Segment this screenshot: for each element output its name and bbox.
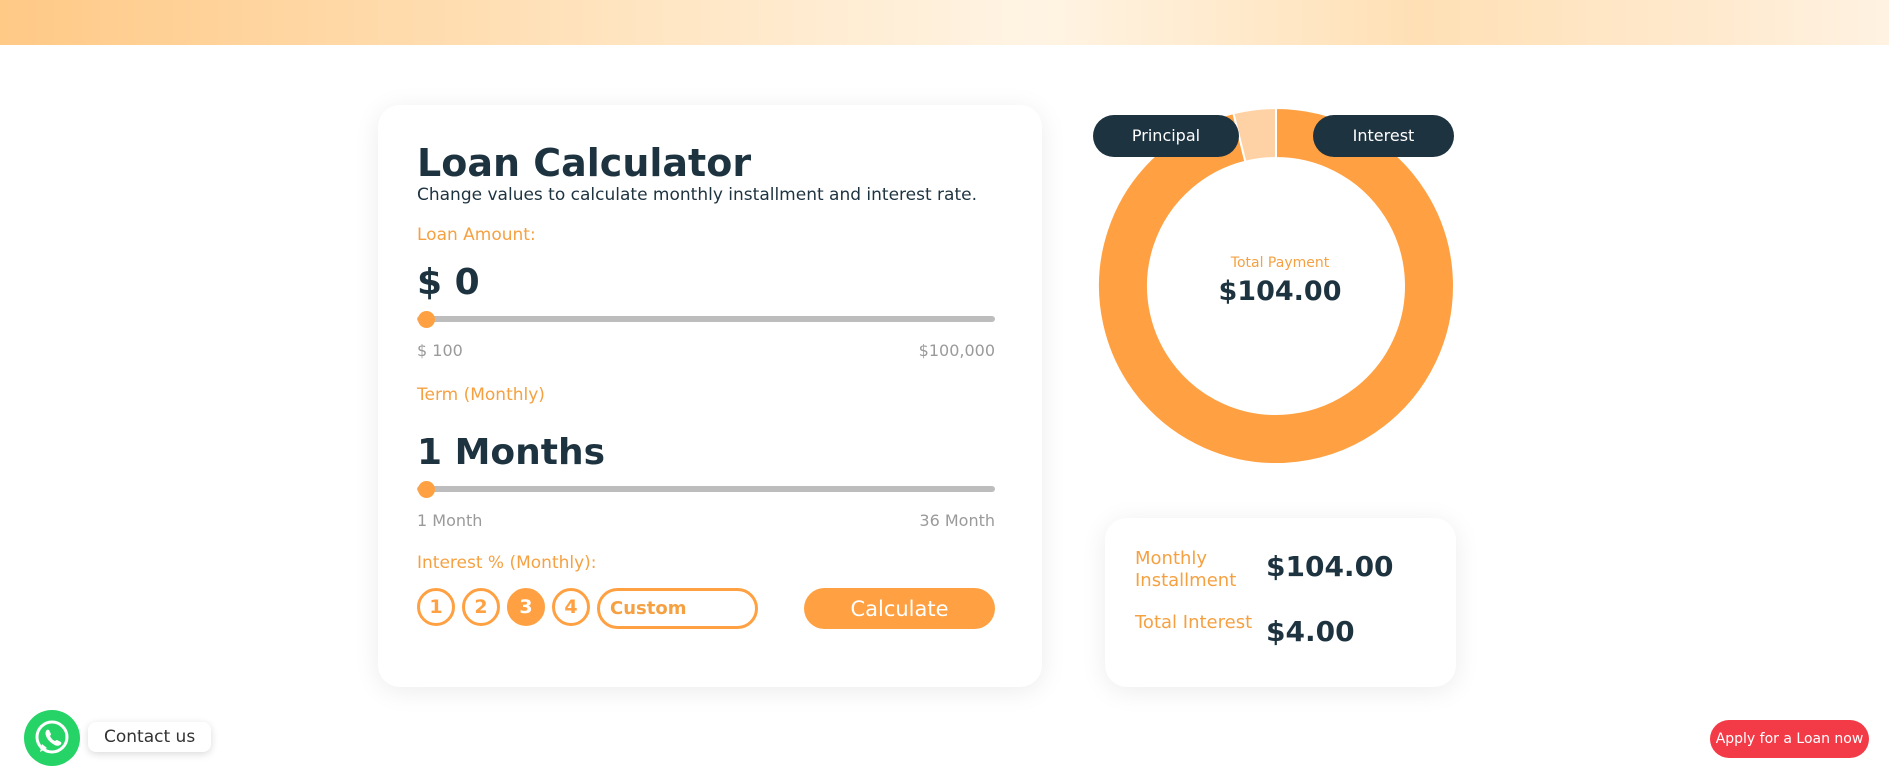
calculator-subtitle: Change values to calculate monthly insta… [417,185,977,205]
custom-rate-input[interactable] [597,588,758,629]
loan-min-label: $ 100 [417,341,463,360]
top-banner [0,0,1889,45]
whatsapp-icon[interactable] [24,710,80,766]
loan-summary-card: Monthly Installment $104.00 Total Intere… [1105,518,1456,687]
term-slider[interactable] [417,481,995,498]
term-min-label: 1 Month [417,511,483,530]
rate-option-2[interactable]: 2 [462,588,500,626]
term-value: 1 Months [417,432,606,473]
calculate-button[interactable]: Calculate [804,588,995,629]
slider-track [417,316,995,322]
donut-slice-interest[interactable] [1232,106,1277,163]
donut-center-label: Total Payment [1230,255,1330,271]
loan-calculator-card: Loan Calculator Change values to calcula… [378,105,1042,687]
loan-amount-slider[interactable] [417,311,995,328]
legend-principal[interactable]: Principal [1093,115,1239,157]
total-interest-value: $4.00 [1266,615,1355,648]
loan-amount-label: Loan Amount: [417,225,536,245]
slider-thumb[interactable] [418,311,435,328]
rate-option-4[interactable]: 4 [552,588,590,626]
rate-option-1[interactable]: 1 [417,588,455,626]
loan-max-label: $100,000 [918,341,995,360]
slider-track [417,486,995,492]
interest-rate-options: 1 2 3 4 Calculate [417,588,995,630]
rate-option-3[interactable]: 3 [507,588,545,626]
interest-label: Interest % (Monthly): [417,553,597,573]
whatsapp-glyph [35,720,69,754]
legend-interest[interactable]: Interest [1313,115,1454,157]
total-interest-label: Total Interest [1135,612,1253,633]
term-label: Term (Monthly) [417,385,545,405]
monthly-installment-value: $104.00 [1266,550,1394,583]
slider-thumb[interactable] [418,481,435,498]
calculator-title: Loan Calculator [417,141,752,185]
monthly-installment-label: Monthly Installment [1135,548,1237,591]
apply-for-loan-button[interactable]: Apply for a Loan now [1710,720,1869,758]
term-max-label: 36 Month [919,511,995,530]
contact-us-button[interactable]: Contact us [88,722,212,752]
loan-amount-value: $ 0 [417,262,480,303]
donut-center-value: $104.00 [1218,276,1342,307]
